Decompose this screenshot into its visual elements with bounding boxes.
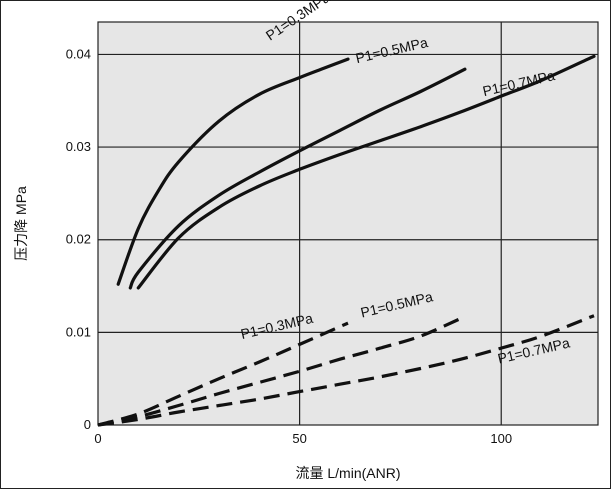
series-group — [97, 54, 596, 427]
y-tick-label: 0.02 — [66, 232, 91, 247]
solid-series-line — [116, 57, 350, 286]
y-tick-label: 0.03 — [66, 139, 91, 154]
y-tick-label: 0.01 — [66, 324, 91, 339]
solid-series-line — [128, 67, 467, 290]
y-tick-label: 0.04 — [66, 46, 91, 61]
dashed-series-line — [97, 315, 466, 427]
x-axis-title: 流量 L/min(ANR) — [295, 465, 400, 481]
x-tick-label: 100 — [490, 431, 512, 446]
x-tick-label: 0 — [94, 431, 101, 446]
y-tick-labels: 0 0.01 0.02 0.03 0.04 — [66, 46, 91, 432]
dashed-series-line — [97, 321, 349, 427]
dashed-series-line — [97, 314, 595, 427]
grid-lines — [98, 22, 598, 425]
y-axis-title: 压力降 MPa — [13, 186, 29, 261]
x-tick-label: 50 — [292, 431, 306, 446]
x-tick-labels: 0 50 100 — [94, 431, 512, 446]
y-tick-label: 0 — [84, 417, 91, 432]
solid-series-line — [136, 54, 596, 290]
